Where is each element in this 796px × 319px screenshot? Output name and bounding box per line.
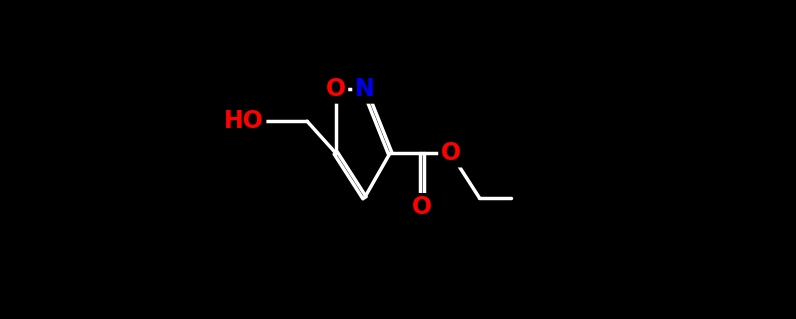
Text: O: O — [326, 77, 345, 101]
Text: O: O — [412, 195, 432, 219]
Text: HO: HO — [224, 109, 264, 133]
Text: N: N — [355, 77, 374, 101]
Text: O: O — [440, 141, 461, 165]
